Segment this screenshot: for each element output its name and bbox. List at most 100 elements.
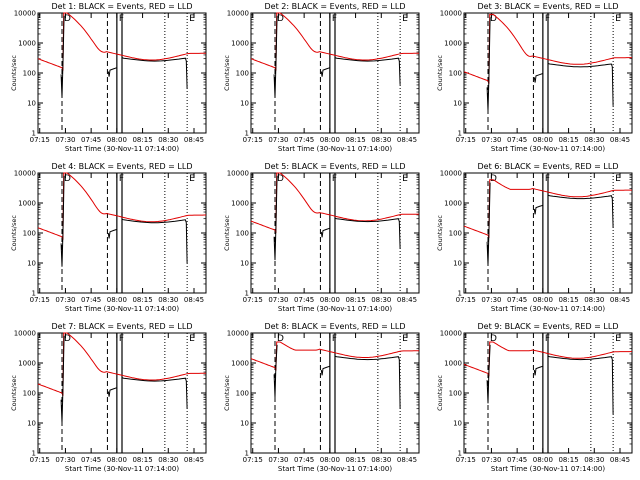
- x-tick-label: 08:30: [158, 136, 178, 144]
- x-tick-label: 07:15: [243, 296, 263, 304]
- lld-series-line: [463, 13, 632, 84]
- events-series-segment: [533, 73, 544, 83]
- x-tick-label: 08:45: [397, 456, 417, 464]
- time-marker-label: D: [277, 334, 284, 344]
- events-series-segment: [320, 67, 331, 77]
- events-series-segment: [107, 387, 118, 397]
- events-series-spike: [273, 15, 278, 98]
- x-tick-label: 07:15: [243, 456, 263, 464]
- y-axis-label: Counts/sec: [10, 215, 18, 251]
- panel-title: Det 7: BLACK = Events, RED = LLD: [52, 322, 193, 331]
- y-tick-label: 1000: [18, 360, 36, 368]
- panel: Det 6: BLACK = Events, RED = LLD 1 10 100 10…: [436, 162, 633, 313]
- y-tick-label: 1: [458, 290, 462, 298]
- y-tick-label: 100: [23, 390, 36, 398]
- y-tick-label: 10: [240, 100, 249, 108]
- x-axis-label: Start Time (30-Nov-11 07:14:00): [65, 465, 179, 473]
- x-tick-label: 08:15: [132, 456, 152, 464]
- y-tick-label: 10: [453, 420, 462, 428]
- x-tick-label: 07:30: [55, 136, 75, 144]
- x-tick-label: 08:15: [345, 296, 365, 304]
- y-tick-label: 10000: [14, 330, 36, 338]
- y-tick-label: 100: [23, 70, 36, 78]
- lld-series-line: [37, 172, 206, 240]
- x-tick-label: 08:30: [371, 136, 391, 144]
- y-axis-label: Counts/sec: [436, 375, 444, 411]
- y-tick-label: 1: [458, 450, 462, 458]
- lld-series-line: [463, 341, 633, 377]
- time-marker-label: E: [402, 174, 408, 184]
- x-tick-label: 08:45: [610, 456, 630, 464]
- x-tick-label: 08:00: [533, 136, 553, 144]
- x-tick-label: 08:00: [533, 296, 553, 304]
- panel: Det 7: BLACK = Events, RED = LLD 1 10 100 10…: [10, 322, 207, 473]
- x-tick-label: 07:45: [294, 456, 314, 464]
- time-marker-label: D: [490, 174, 497, 184]
- events-series-line: [334, 217, 401, 249]
- x-tick-label: 07:30: [481, 136, 501, 144]
- events-series-segment: [320, 227, 331, 238]
- y-tick-label: 10000: [14, 10, 36, 18]
- time-marker-label: D: [490, 334, 497, 344]
- x-tick-label: 08:45: [184, 456, 204, 464]
- x-tick-label: 08:15: [132, 296, 152, 304]
- events-series-spike: [486, 17, 491, 111]
- lld-series-line: [37, 12, 206, 71]
- x-tick-label: 08:30: [371, 296, 391, 304]
- y-axis-label: Counts/sec: [436, 215, 444, 251]
- x-tick-label: 08:30: [158, 296, 178, 304]
- y-tick-label: 100: [449, 230, 462, 238]
- y-axis-label: Counts/sec: [223, 215, 231, 251]
- y-axis-label: Counts/sec: [436, 55, 444, 91]
- time-marker-label: E: [615, 14, 621, 24]
- x-tick-label: 08:00: [107, 136, 127, 144]
- panel-title: Det 5: BLACK = Events, RED = LLD: [265, 162, 406, 171]
- x-tick-label: 08:15: [132, 136, 152, 144]
- y-tick-label: 1000: [231, 40, 249, 48]
- y-tick-label: 10: [27, 420, 36, 428]
- x-tick-label: 07:30: [55, 296, 75, 304]
- time-marker-label: E: [615, 174, 621, 184]
- y-tick-label: 100: [449, 390, 462, 398]
- x-tick-label: 08:00: [320, 296, 340, 304]
- y-tick-label: 1000: [18, 40, 36, 48]
- panel: Det 4: BLACK = Events, RED = LLD 1 10 100 10…: [10, 162, 207, 313]
- y-tick-label: 100: [236, 230, 249, 238]
- y-tick-label: 10000: [440, 170, 462, 178]
- time-marker-label: D: [277, 174, 284, 184]
- x-tick-label: 08:00: [320, 136, 340, 144]
- x-tick-label: 07:30: [268, 136, 288, 144]
- x-axis-label: Start Time (30-Nov-11 07:14:00): [65, 305, 179, 313]
- x-axis-label: Start Time (30-Nov-11 07:14:00): [491, 145, 605, 153]
- lld-series-line: [250, 12, 419, 71]
- panel-title: Det 1: BLACK = Events, RED = LLD: [52, 2, 193, 11]
- events-series-segment: [107, 228, 118, 239]
- x-tick-label: 07:30: [481, 456, 501, 464]
- panel: Det 2: BLACK = Events, RED = LLD 1 10 100 10…: [223, 2, 420, 153]
- x-axis-label: Start Time (30-Nov-11 07:14:00): [278, 145, 392, 153]
- y-tick-label: 10000: [440, 10, 462, 18]
- y-tick-label: 10: [27, 260, 36, 268]
- panel-title: Det 6: BLACK = Events, RED = LLD: [478, 162, 619, 171]
- y-axis-label: Counts/sec: [10, 55, 18, 91]
- x-tick-label: 08:15: [558, 136, 578, 144]
- y-tick-label: 100: [449, 70, 462, 78]
- x-tick-label: 08:45: [397, 136, 417, 144]
- panel: Det 8: BLACK = Events, RED = LLD 1 10 100 10…: [223, 322, 420, 473]
- x-tick-label: 08:45: [184, 296, 204, 304]
- x-tick-label: 07:30: [55, 456, 75, 464]
- x-tick-label: 08:15: [558, 456, 578, 464]
- panel-title: Det 3: BLACK = Events, RED = LLD: [478, 2, 619, 11]
- y-tick-label: 100: [236, 70, 249, 78]
- x-axis-label: Start Time (30-Nov-11 07:14:00): [278, 305, 392, 313]
- x-tick-label: 07:45: [81, 136, 101, 144]
- x-tick-label: 07:15: [30, 296, 50, 304]
- x-tick-label: 08:30: [584, 296, 604, 304]
- x-tick-label: 07:45: [507, 136, 527, 144]
- x-axis-label: Start Time (30-Nov-11 07:14:00): [65, 145, 179, 153]
- y-tick-label: 10000: [227, 170, 249, 178]
- events-series-spike: [273, 175, 278, 261]
- events-series-line: [121, 57, 188, 89]
- y-tick-label: 1: [32, 130, 36, 138]
- panel-title: Det 2: BLACK = Events, RED = LLD: [265, 2, 406, 11]
